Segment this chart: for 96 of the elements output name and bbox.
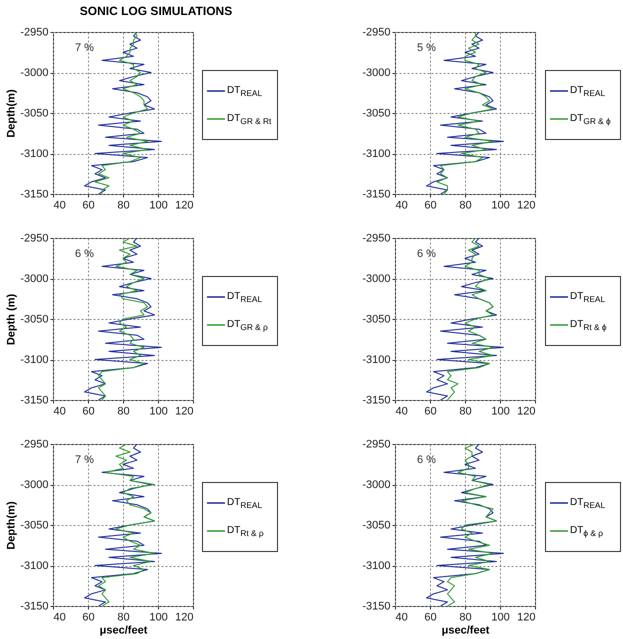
x-tick-label: 100 xyxy=(491,406,510,418)
legend-label: DT$_{REAL}$ xyxy=(227,84,262,98)
annotation: 6 % xyxy=(417,454,436,466)
y-tick-label: -3050 xyxy=(362,108,390,120)
y-tick-label: -3100 xyxy=(362,354,390,366)
y-tick-label: -3050 xyxy=(20,108,48,120)
x-tick-label: 80 xyxy=(117,612,130,624)
y-tick-label: -3100 xyxy=(20,560,48,572)
y-tick-label: -3150 xyxy=(20,394,48,406)
x-tick-label: 40 xyxy=(396,406,408,418)
y-tick-label: -3100 xyxy=(20,354,48,366)
y-tick-label: -3150 xyxy=(362,188,390,200)
y-tick-label: -2950 xyxy=(20,232,48,244)
y-tick-label: -3150 xyxy=(20,600,48,612)
x-tick-label: 120 xyxy=(175,612,194,624)
line-series xyxy=(84,32,162,194)
line-series xyxy=(447,444,497,606)
y-tick-label: -3050 xyxy=(362,520,390,532)
y-tick-label: -3000 xyxy=(20,67,48,79)
x-tick-label: 100 xyxy=(491,612,510,624)
x-tick-label: 120 xyxy=(517,612,536,624)
x-tick-label: 100 xyxy=(149,612,168,624)
y-tick-label: -3150 xyxy=(362,600,390,612)
x-tick-label: 100 xyxy=(149,200,168,212)
x-tick-label: 80 xyxy=(117,406,130,418)
annotation: 6 % xyxy=(75,248,94,260)
x-axis-title: μsec/feet xyxy=(100,624,148,636)
legend-label: DT$_{ϕ & ρ}$ xyxy=(570,524,603,538)
x-tick-label: 80 xyxy=(459,406,472,418)
x-tick-label: 60 xyxy=(82,612,95,624)
annotation: 5 % xyxy=(417,42,436,54)
y-tick-label: -3050 xyxy=(362,314,390,326)
x-tick-label: 100 xyxy=(149,406,168,418)
y-axis-title: Depth (m) xyxy=(5,294,18,346)
y-tick-label: -3150 xyxy=(362,394,390,406)
line-series xyxy=(447,238,494,400)
y-axis-title: Depth(m) xyxy=(5,89,18,138)
x-tick-label: 80 xyxy=(459,200,472,212)
legend-label: DT$_{REAL}$ xyxy=(570,496,606,510)
x-tick-label: 120 xyxy=(175,406,194,418)
x-tick-label: 60 xyxy=(424,200,437,212)
x-axis-title: μsec/feet xyxy=(442,624,490,636)
y-tick-label: -3000 xyxy=(362,273,390,285)
x-tick-label: 80 xyxy=(117,200,130,212)
x-tick-label: 120 xyxy=(517,200,536,212)
legend-label: DT$_{Rt & ρ}$ xyxy=(227,524,264,538)
chart-title: SONIC LOG SIMULATIONS xyxy=(78,3,234,20)
line-series xyxy=(98,238,148,400)
y-tick-label: -3150 xyxy=(20,188,48,200)
x-tick-label: 40 xyxy=(54,406,66,418)
y-tick-label: -2950 xyxy=(20,438,48,450)
y-tick-label: -3000 xyxy=(362,67,390,79)
line-series xyxy=(84,444,162,606)
line-series xyxy=(426,32,504,194)
x-tick-label: 40 xyxy=(54,200,66,212)
x-tick-label: 40 xyxy=(396,200,408,212)
x-tick-label: 60 xyxy=(424,612,437,624)
legend-label: DT$_{Rt & ϕ}$ xyxy=(570,318,607,332)
x-tick-label: 60 xyxy=(82,200,95,212)
x-tick-label: 100 xyxy=(491,200,510,212)
y-tick-label: -3000 xyxy=(20,479,48,491)
legend-label: DT$_{REAL}$ xyxy=(227,496,262,510)
y-tick-label: -3050 xyxy=(20,520,48,532)
y-tick-label: -3050 xyxy=(20,314,48,326)
line-series xyxy=(436,32,494,194)
line-series xyxy=(426,238,504,400)
y-tick-label: -3100 xyxy=(362,148,390,160)
legend-label: DT$_{GR & ρ}$ xyxy=(227,318,268,332)
y-axis-title: Depth(m) xyxy=(5,501,18,550)
y-tick-label: -3000 xyxy=(20,273,48,285)
legend-label: DT$_{GR & ϕ}$ xyxy=(570,112,611,126)
line-series xyxy=(84,238,162,400)
y-tick-label: -3000 xyxy=(362,479,390,491)
x-tick-label: 40 xyxy=(396,612,408,624)
y-tick-label: -2950 xyxy=(362,26,390,38)
legend-label: DT$_{GR & Rt}$ xyxy=(227,112,272,126)
y-tick-label: -2950 xyxy=(20,26,48,38)
x-tick-label: 60 xyxy=(424,406,437,418)
legend-label: DT$_{REAL}$ xyxy=(227,290,262,304)
line-series xyxy=(426,444,504,606)
y-tick-label: -3100 xyxy=(362,560,390,572)
annotation: 7 % xyxy=(75,454,94,466)
x-tick-label: 120 xyxy=(175,200,194,212)
legend-label: DT$_{REAL}$ xyxy=(570,84,606,98)
x-tick-label: 80 xyxy=(459,612,472,624)
annotation: 7 % xyxy=(75,42,94,54)
y-tick-label: -3100 xyxy=(20,148,48,160)
line-series xyxy=(98,444,155,606)
x-tick-label: 60 xyxy=(82,406,95,418)
x-tick-label: 120 xyxy=(517,406,536,418)
legend-label: DT$_{REAL}$ xyxy=(570,290,606,304)
annotation: 6 % xyxy=(417,248,436,260)
line-series xyxy=(94,32,148,194)
y-tick-label: -2950 xyxy=(362,232,390,244)
y-tick-label: -2950 xyxy=(362,438,390,450)
x-tick-label: 40 xyxy=(54,612,66,624)
